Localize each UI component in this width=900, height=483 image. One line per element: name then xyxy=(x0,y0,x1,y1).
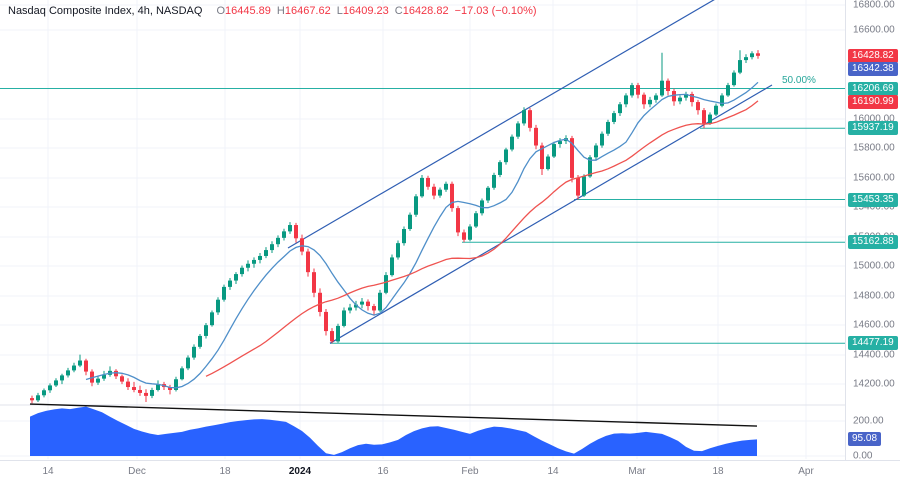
fib-50-label[interactable]: 50.00% xyxy=(782,74,816,86)
price-tick-label: 14600.00 xyxy=(853,319,895,331)
price-tick-label: 15000.00 xyxy=(853,260,895,272)
price-tick-label: 16800.00 xyxy=(853,0,895,11)
time-tick-label: 18 xyxy=(219,466,231,477)
price-tick-label: 15400.00 xyxy=(853,201,895,213)
time-tick-label: 14 xyxy=(42,466,54,477)
candlestick-series xyxy=(30,50,760,404)
channel-lower-line[interactable] xyxy=(329,84,773,344)
price-tick-label: 0.00 xyxy=(853,450,873,462)
time-tick-label: 2024 xyxy=(288,466,312,477)
ohlc-key: O xyxy=(216,5,225,17)
symbol-header: Nasdaq Composite Index, 4h, NASDAQ O16445… xyxy=(8,5,537,17)
ohlc-value: 16428.82 xyxy=(402,5,449,17)
price-tick-label: 16600.00 xyxy=(853,24,895,36)
price-chart-canvas[interactable] xyxy=(0,0,845,460)
time-tick-label: 14 xyxy=(547,466,559,477)
ohlc-values: O16445.89 H16467.62 L16409.23 C16428.82 xyxy=(210,5,448,17)
time-tick-label: 18 xyxy=(712,466,724,477)
ohlc-value: 16409.23 xyxy=(342,5,389,17)
fib-50-level-badge: 16206.69 xyxy=(848,81,898,96)
time-axis[interactable]: 14 Dec 18 2024 16 Feb 14 Mar 18 Apr xyxy=(0,460,900,483)
price-tick-label: 14800.00 xyxy=(853,290,895,302)
price-tick-label: 16000.00 xyxy=(853,113,895,125)
ohlc-value: 16467.62 xyxy=(284,5,331,17)
time-tick-label: Apr xyxy=(798,466,814,477)
indicator-trend-line[interactable] xyxy=(29,403,758,427)
ma-fast-line xyxy=(85,81,759,389)
price-tick-label: 14200.00 xyxy=(853,378,895,390)
ma-slow-price-badge: 16190.99 xyxy=(848,95,898,110)
price-tick-label: 14400.00 xyxy=(853,349,895,361)
price-tick-label: 15800.00 xyxy=(853,142,895,154)
ma-fast-price-badge: 16342.38 xyxy=(848,62,898,77)
time-tick-label: Feb xyxy=(461,466,479,477)
ohlc-key: H xyxy=(276,5,285,17)
level-badge-15453: 15453.35 xyxy=(848,192,898,207)
level-badge-15162: 15162.88 xyxy=(848,235,898,250)
level-badge-14477: 14477.19 xyxy=(848,336,898,351)
ma-slow-line xyxy=(205,100,759,377)
last-price-badge: 16428.82 xyxy=(848,48,898,63)
price-tick-label: 200.00 xyxy=(853,415,884,427)
time-tick-label: Dec xyxy=(128,466,146,477)
time-tick-label: 16 xyxy=(377,466,389,477)
change-value: −17.03 (−0.10%) xyxy=(454,5,537,17)
indicator-area xyxy=(30,406,757,456)
symbol-title[interactable]: Nasdaq Composite Index, 4h, NASDAQ xyxy=(8,5,203,17)
ohlc-key: C xyxy=(394,5,403,17)
channel-upper-line[interactable] xyxy=(287,0,748,249)
ohlc-value: 16445.89 xyxy=(225,5,271,17)
time-tick-label: Mar xyxy=(628,466,646,477)
indicator-value-badge: 95.08 xyxy=(848,432,882,447)
price-axis[interactable]: 16800.00 16600.00 16000.00 15800.00 15600.00… xyxy=(845,0,900,462)
ohlc-key: L xyxy=(336,5,343,17)
level-badge-15937: 15937.19 xyxy=(848,121,898,136)
price-tick-label: 15600.00 xyxy=(853,172,895,184)
